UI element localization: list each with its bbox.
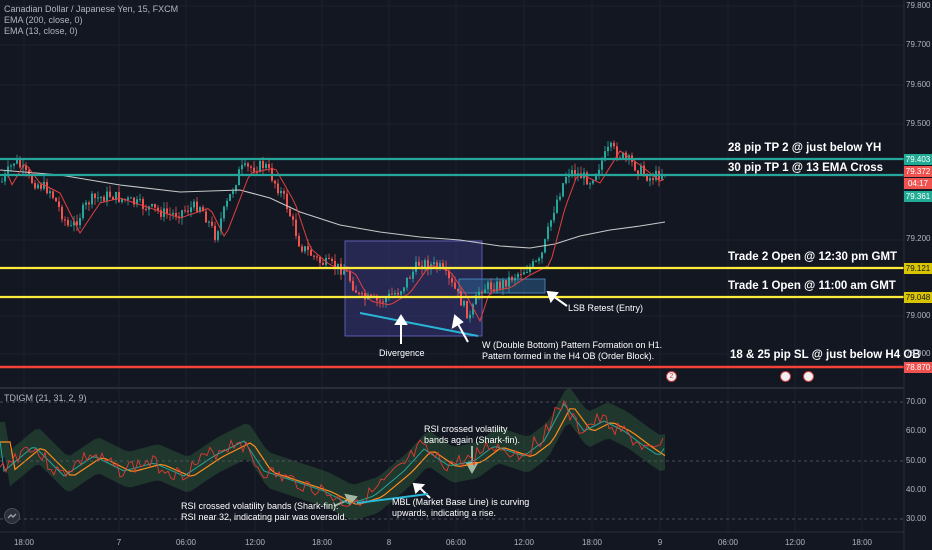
- price-tick: 79.000: [906, 311, 931, 320]
- time-label: 12:00: [513, 538, 535, 547]
- rsi-tick: 40.00: [906, 485, 927, 494]
- price-tick: 79.500: [906, 119, 931, 128]
- w-pattern-label-1: W (Double Bottom) Pattern Formation on H…: [482, 340, 663, 350]
- price-tick: 79.600: [906, 80, 931, 89]
- price-tick: 79.800: [906, 1, 931, 10]
- time-label: 12:00: [784, 538, 806, 547]
- time-label: 9: [657, 538, 663, 547]
- tdigm-legend[interactable]: TDIGM (21, 31, 2, 9): [4, 393, 87, 403]
- time-label: 06:00: [175, 538, 197, 547]
- rsi-tick: 60.00: [906, 426, 927, 435]
- annotation-arrows: [333, 290, 568, 507]
- economic-event-icon[interactable]: 2: [666, 371, 677, 382]
- time-label: 8: [386, 538, 392, 547]
- price-tag-tp1: 79.361: [904, 191, 932, 202]
- rsi-cross2-label-1: RSI crossed volatility: [424, 424, 508, 434]
- time-label: 18:00: [311, 538, 333, 547]
- rsi-cross1-label-2: RSI near 32, indicating pair was oversol…: [181, 512, 348, 522]
- time-label: 18:00: [13, 538, 35, 547]
- economic-event-icon[interactable]: [780, 371, 791, 382]
- rsi-reference-lines: [0, 401, 904, 520]
- price-tag-current: 79.372: [904, 166, 932, 177]
- sl-label: 18 & 25 pip SL @ just below H4 OB: [730, 349, 921, 361]
- price-tag-sl: 78.870: [904, 362, 932, 373]
- mbl-label-2: upwards, indicating a rise.: [392, 508, 497, 518]
- price-tick: 79.700: [906, 40, 931, 49]
- ema200-line: [0, 169, 666, 249]
- rsi-lines: [0, 399, 666, 507]
- mbl-label-1: MBL (Market Base Line) is curving: [392, 497, 530, 507]
- price-tag-trade2: 79.121: [904, 263, 932, 274]
- price-tag-trade1: 79.048: [904, 292, 932, 303]
- chart-grid: [0, 0, 904, 532]
- rsi-tick: 70.00: [906, 397, 927, 406]
- divergence-label: Divergence: [379, 348, 425, 358]
- time-label: 7: [116, 538, 122, 547]
- ema200-legend[interactable]: EMA (200, close, 0): [4, 15, 83, 25]
- price-tag-countdown: 04:17: [904, 178, 932, 189]
- rsi-cross1-label-1: RSI crossed volatility bands (Shark-fin)…: [181, 501, 339, 511]
- time-label: 12:00: [244, 538, 266, 547]
- price-tag-tp2: 79.403: [904, 154, 932, 165]
- symbol-title: Canadian Dollar / Japanese Yen, 15, FXCM: [4, 4, 179, 14]
- lsb-retest-label: LSB Retest (Entry): [568, 303, 644, 313]
- time-label: 06:00: [445, 538, 467, 547]
- candlestick-series: [1, 140, 666, 323]
- price-tick: 79.200: [906, 234, 931, 243]
- mbl-annotation-line: [356, 493, 429, 504]
- time-label: 18:00: [581, 538, 603, 547]
- economic-event-icon[interactable]: [803, 371, 814, 382]
- time-label: 06:00: [717, 538, 739, 547]
- tp1-label: 30 pip TP 1 @ 13 EMA Cross: [728, 162, 884, 174]
- price-tick: 78.900: [906, 349, 931, 358]
- trade1-label: Trade 1 Open @ 11:00 am GMT: [728, 280, 896, 292]
- volatility-bands: [0, 387, 665, 521]
- rsi-tick: 30.00: [906, 514, 927, 523]
- tp2-label: 28 pip TP 2 @ just below YH: [728, 142, 882, 154]
- time-label: 18:00: [851, 538, 873, 547]
- rsi-cross2-label-2: bands again (Shark-fin).: [424, 435, 521, 445]
- tradingview-logo[interactable]: [4, 508, 20, 524]
- trade2-label: Trade 2 Open @ 12:30 pm GMT: [728, 251, 898, 263]
- ema13-line: [0, 150, 665, 323]
- ema13-legend[interactable]: EMA (13, close, 0): [4, 26, 78, 36]
- logo-icon: [7, 513, 17, 519]
- divergence-line: [359, 312, 479, 337]
- w-pattern-label-2: Pattern formed in the H4 OB (Order Block…: [482, 351, 655, 361]
- rsi-tick: 50.00: [906, 456, 927, 465]
